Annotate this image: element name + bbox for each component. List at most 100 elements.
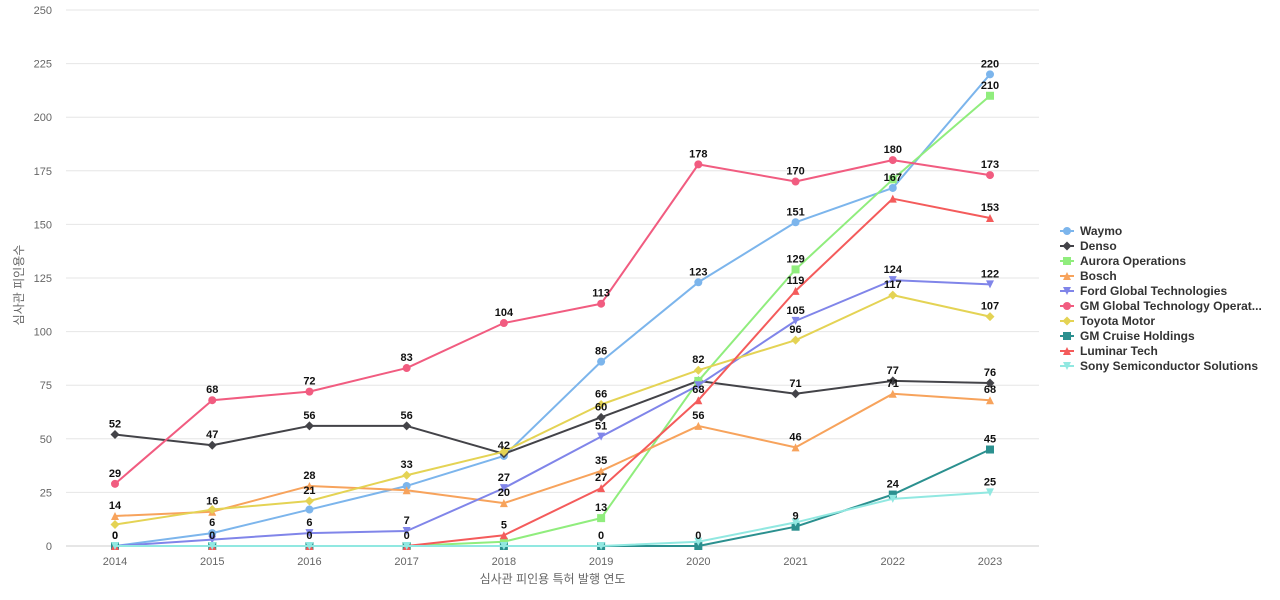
data-point[interactable] [888, 194, 897, 203]
data-point[interactable] [499, 499, 508, 508]
data-point[interactable] [402, 542, 411, 550]
data-point[interactable] [694, 421, 703, 430]
data-point[interactable] [888, 290, 898, 300]
series-sony-semiconductor-solutions[interactable] [111, 488, 994, 550]
data-point[interactable] [694, 537, 703, 546]
series-line[interactable] [114, 392, 991, 517]
legend-label[interactable]: Sony Semiconductor Solutions [1080, 359, 1258, 373]
legend-item[interactable]: Bosch [1060, 269, 1117, 283]
data-point[interactable] [694, 542, 703, 550]
data-point[interactable] [888, 183, 897, 192]
data-point[interactable] [791, 518, 800, 527]
series-toyota-motor[interactable] [110, 290, 995, 530]
data-point[interactable] [304, 496, 314, 506]
legend-marker[interactable] [1063, 227, 1071, 235]
data-point[interactable] [499, 484, 508, 493]
data-point[interactable] [402, 470, 412, 480]
legend-item[interactable]: GM Cruise Holdings [1060, 329, 1195, 343]
data-point[interactable] [597, 466, 606, 475]
data-point[interactable] [597, 542, 606, 550]
legend-label[interactable]: Ford Global Technologies [1080, 284, 1227, 298]
data-point[interactable] [208, 542, 217, 550]
legend-item[interactable]: Denso [1060, 239, 1117, 253]
legend-marker[interactable] [1063, 347, 1071, 355]
data-point[interactable] [791, 522, 800, 531]
data-point[interactable] [597, 357, 606, 366]
series-bosch[interactable] [111, 389, 994, 520]
data-point[interactable] [596, 399, 606, 409]
data-point[interactable] [693, 365, 703, 375]
legend-marker[interactable] [1063, 332, 1071, 340]
data-point[interactable] [791, 389, 801, 399]
legend-label[interactable]: GM Global Technology Operat... [1080, 299, 1262, 313]
data-point[interactable] [111, 479, 119, 488]
data-point[interactable] [791, 335, 801, 345]
data-point[interactable] [499, 537, 508, 546]
data-point[interactable] [986, 396, 994, 405]
data-point[interactable] [597, 299, 606, 308]
data-point[interactable] [986, 171, 994, 180]
legend-item[interactable]: Luminar Tech [1060, 344, 1158, 358]
data-point[interactable] [694, 278, 703, 287]
series-line[interactable] [114, 379, 991, 455]
legend-label[interactable]: Denso [1080, 239, 1117, 253]
legend-marker[interactable] [1063, 272, 1071, 280]
legend-item[interactable]: Toyota Motor [1060, 314, 1155, 328]
data-point[interactable] [111, 542, 119, 550]
series-line[interactable] [114, 294, 991, 526]
data-point[interactable] [986, 70, 994, 79]
data-point[interactable] [986, 280, 994, 289]
data-point[interactable] [111, 511, 119, 520]
legend-marker[interactable] [1063, 257, 1071, 265]
data-point[interactable] [694, 376, 703, 385]
series-line[interactable] [114, 159, 991, 485]
data-point[interactable] [888, 276, 897, 285]
data-point[interactable] [985, 312, 995, 322]
data-point[interactable] [304, 421, 314, 431]
legend-marker[interactable] [1063, 362, 1071, 370]
data-point[interactable] [694, 160, 703, 169]
data-point[interactable] [207, 440, 217, 450]
legend-marker[interactable] [1063, 302, 1071, 310]
data-point[interactable] [499, 542, 508, 550]
legend-item[interactable]: Sony Semiconductor Solutions [1060, 359, 1258, 373]
data-point[interactable] [791, 286, 800, 295]
data-point[interactable] [791, 177, 800, 186]
legend-label[interactable]: Bosch [1080, 269, 1117, 283]
data-point[interactable] [597, 514, 606, 523]
data-point[interactable] [110, 430, 120, 440]
data-point[interactable] [694, 396, 703, 405]
series-line[interactable] [114, 491, 991, 547]
legend-item[interactable]: Aurora Operations [1060, 254, 1186, 268]
series-aurora-operations[interactable] [111, 91, 994, 550]
data-point[interactable] [499, 531, 508, 540]
data-point[interactable] [791, 443, 800, 452]
legend-marker[interactable] [1062, 241, 1072, 251]
data-point[interactable] [402, 421, 412, 431]
data-point[interactable] [985, 378, 995, 388]
series-gm-cruise-holdings[interactable] [111, 445, 994, 550]
data-point[interactable] [499, 447, 509, 457]
data-point[interactable] [207, 505, 217, 515]
series-line[interactable] [114, 279, 991, 547]
series-denso[interactable] [110, 376, 995, 459]
data-point[interactable] [305, 529, 314, 538]
data-point[interactable] [208, 535, 217, 544]
data-point[interactable] [888, 376, 898, 386]
series-luminar-tech[interactable] [111, 194, 994, 550]
data-point[interactable] [986, 213, 994, 222]
data-point[interactable] [110, 520, 120, 530]
series-line[interactable] [114, 73, 991, 547]
series-line[interactable] [114, 448, 991, 547]
data-point[interactable] [888, 389, 897, 398]
data-point[interactable] [791, 218, 800, 227]
data-point[interactable] [402, 364, 411, 373]
data-point[interactable] [597, 484, 606, 493]
legend-label[interactable]: Aurora Operations [1080, 254, 1186, 268]
data-point[interactable] [208, 529, 217, 538]
data-point[interactable] [305, 387, 314, 396]
series-ford-global-technologies[interactable] [111, 276, 994, 550]
data-point[interactable] [986, 91, 994, 100]
legend-item[interactable]: GM Global Technology Operat... [1060, 299, 1262, 313]
data-point[interactable] [402, 526, 411, 535]
